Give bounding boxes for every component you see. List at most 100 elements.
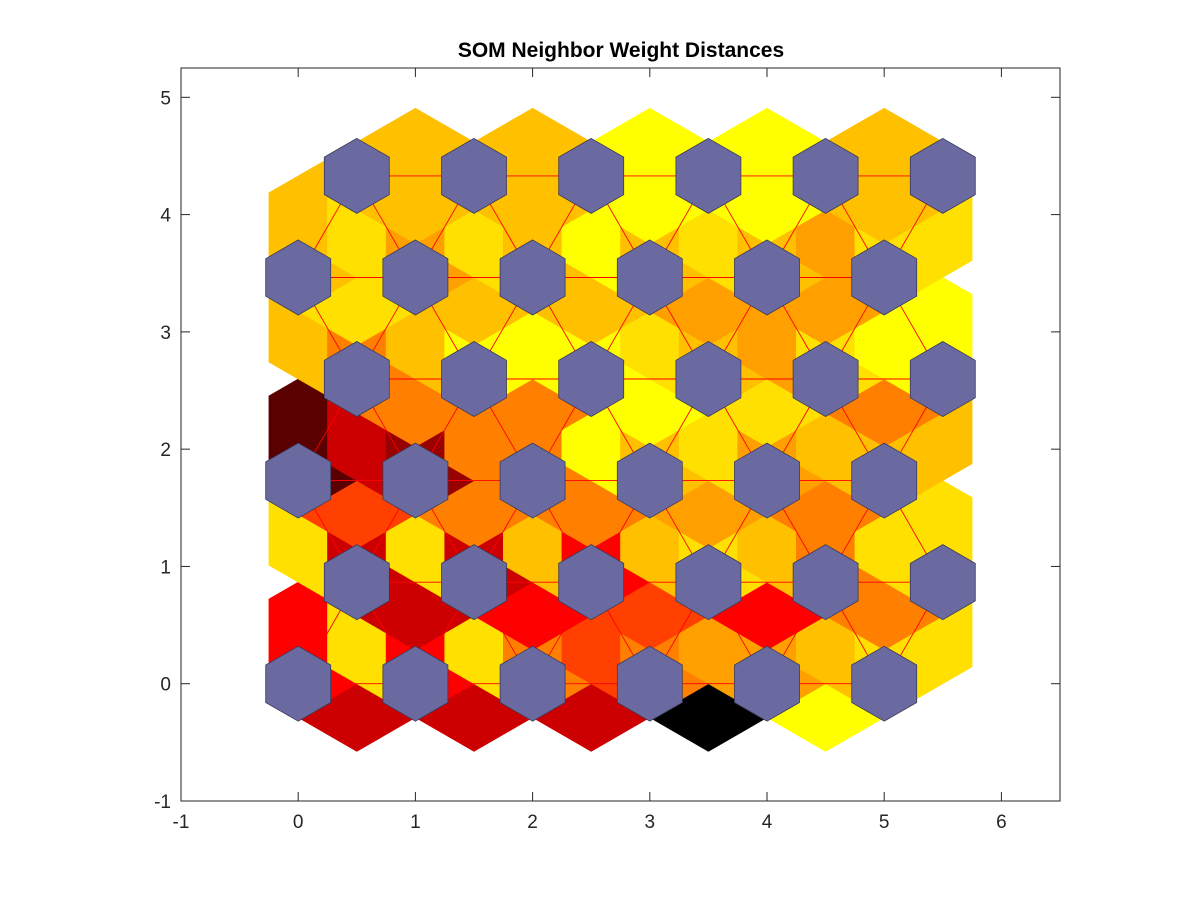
y-tick-label: -1: [154, 792, 171, 813]
neuron: [792, 544, 859, 621]
tick-layer: -1 0 1 2 3 4 5 6 -1 0 1 2 3 4 5: [154, 68, 1060, 833]
y-tick-label: 1: [160, 557, 171, 578]
y-tick-label: 4: [160, 206, 171, 227]
connection-line: [371, 505, 402, 558]
connection-line: [664, 404, 695, 456]
connection-line: [605, 505, 636, 558]
y-tick-label: 5: [160, 88, 171, 109]
connection-line: [605, 404, 636, 456]
connection-line: [605, 201, 636, 253]
connection-line: [371, 302, 402, 354]
connection-line: [839, 505, 870, 558]
neuron: [558, 544, 625, 621]
neuron: [441, 544, 507, 621]
neuron: [382, 239, 449, 316]
connection-line: [371, 404, 402, 456]
connection-line: [429, 302, 460, 354]
connection-line: [605, 302, 636, 354]
neuron: [675, 137, 742, 214]
neuron: [558, 341, 625, 417]
connection-line: [546, 201, 577, 253]
connection-line: [722, 607, 753, 659]
neuron: [734, 442, 800, 519]
neuron-layer: [265, 137, 976, 722]
connection-line: [429, 607, 460, 659]
neuron: [441, 137, 507, 214]
neuron: [499, 645, 566, 722]
neuron: [323, 341, 390, 417]
neuron: [851, 645, 918, 722]
connection-line: [781, 404, 812, 456]
connection-line: [371, 201, 402, 253]
neuron: [499, 442, 566, 519]
neuron: [265, 645, 332, 722]
connection-line: [664, 302, 695, 354]
connection-line: [488, 404, 519, 456]
neuron: [792, 137, 859, 214]
neuron: [851, 239, 918, 316]
neuron: [675, 341, 742, 417]
connection-line: [429, 505, 460, 558]
neuron: [675, 544, 742, 621]
neuron: [909, 544, 976, 621]
neuron: [909, 137, 976, 214]
connection-line: [312, 505, 343, 558]
neuron: [441, 341, 507, 417]
neuron: [265, 442, 332, 519]
connection-line: [312, 201, 343, 253]
connection-line: [488, 505, 519, 558]
neuron: [616, 239, 683, 316]
neuron: [734, 645, 800, 722]
connection-line: [898, 302, 929, 354]
connection-line: [839, 201, 870, 253]
neuron: [558, 137, 625, 214]
connection-line: [488, 302, 519, 354]
neuron: [382, 442, 449, 519]
connection-line: [546, 302, 577, 354]
neuron: [851, 442, 918, 519]
connection-line: [898, 404, 929, 456]
connection-line: [722, 505, 753, 558]
connection-line: [664, 607, 695, 659]
connection-line: [429, 404, 460, 456]
neuron: [616, 645, 683, 722]
y-tick-label: 0: [160, 675, 171, 696]
x-tick-label: 2: [527, 812, 538, 833]
connection-line: [664, 201, 695, 253]
x-tick-label: 3: [645, 812, 656, 833]
y-tick-label: 3: [160, 323, 171, 344]
connection-line: [722, 404, 753, 456]
x-tick-label: 0: [293, 812, 304, 833]
y-tick-label: 2: [160, 440, 171, 461]
line-layer: [312, 175, 929, 685]
neuron: [734, 239, 800, 316]
connection-line: [722, 302, 753, 354]
connection-line: [546, 404, 577, 456]
connection-line: [605, 607, 636, 659]
connection-line: [898, 201, 929, 253]
connection-line: [781, 201, 812, 253]
connection-line: [312, 404, 343, 456]
neuron: [909, 341, 976, 417]
connection-line: [312, 607, 343, 659]
connection-line: [429, 201, 460, 253]
neuron: [499, 239, 566, 316]
neuron: [323, 137, 390, 214]
neuron: [792, 341, 859, 417]
connection-line: [488, 607, 519, 659]
x-tick-label: 5: [879, 812, 890, 833]
connection-line: [312, 302, 343, 354]
connection-line: [839, 404, 870, 456]
chart-title: SOM Neighbor Weight Distances: [458, 39, 784, 62]
x-tick-label: -1: [173, 812, 190, 833]
connection-line: [839, 302, 870, 354]
connection-line: [781, 607, 812, 659]
connection-line: [664, 505, 695, 558]
connection-line: [781, 302, 812, 354]
connection-line: [781, 505, 812, 558]
connection-line: [371, 607, 402, 659]
connection-line: [839, 607, 870, 659]
connection-line: [898, 505, 929, 558]
connection-line: [546, 607, 577, 659]
